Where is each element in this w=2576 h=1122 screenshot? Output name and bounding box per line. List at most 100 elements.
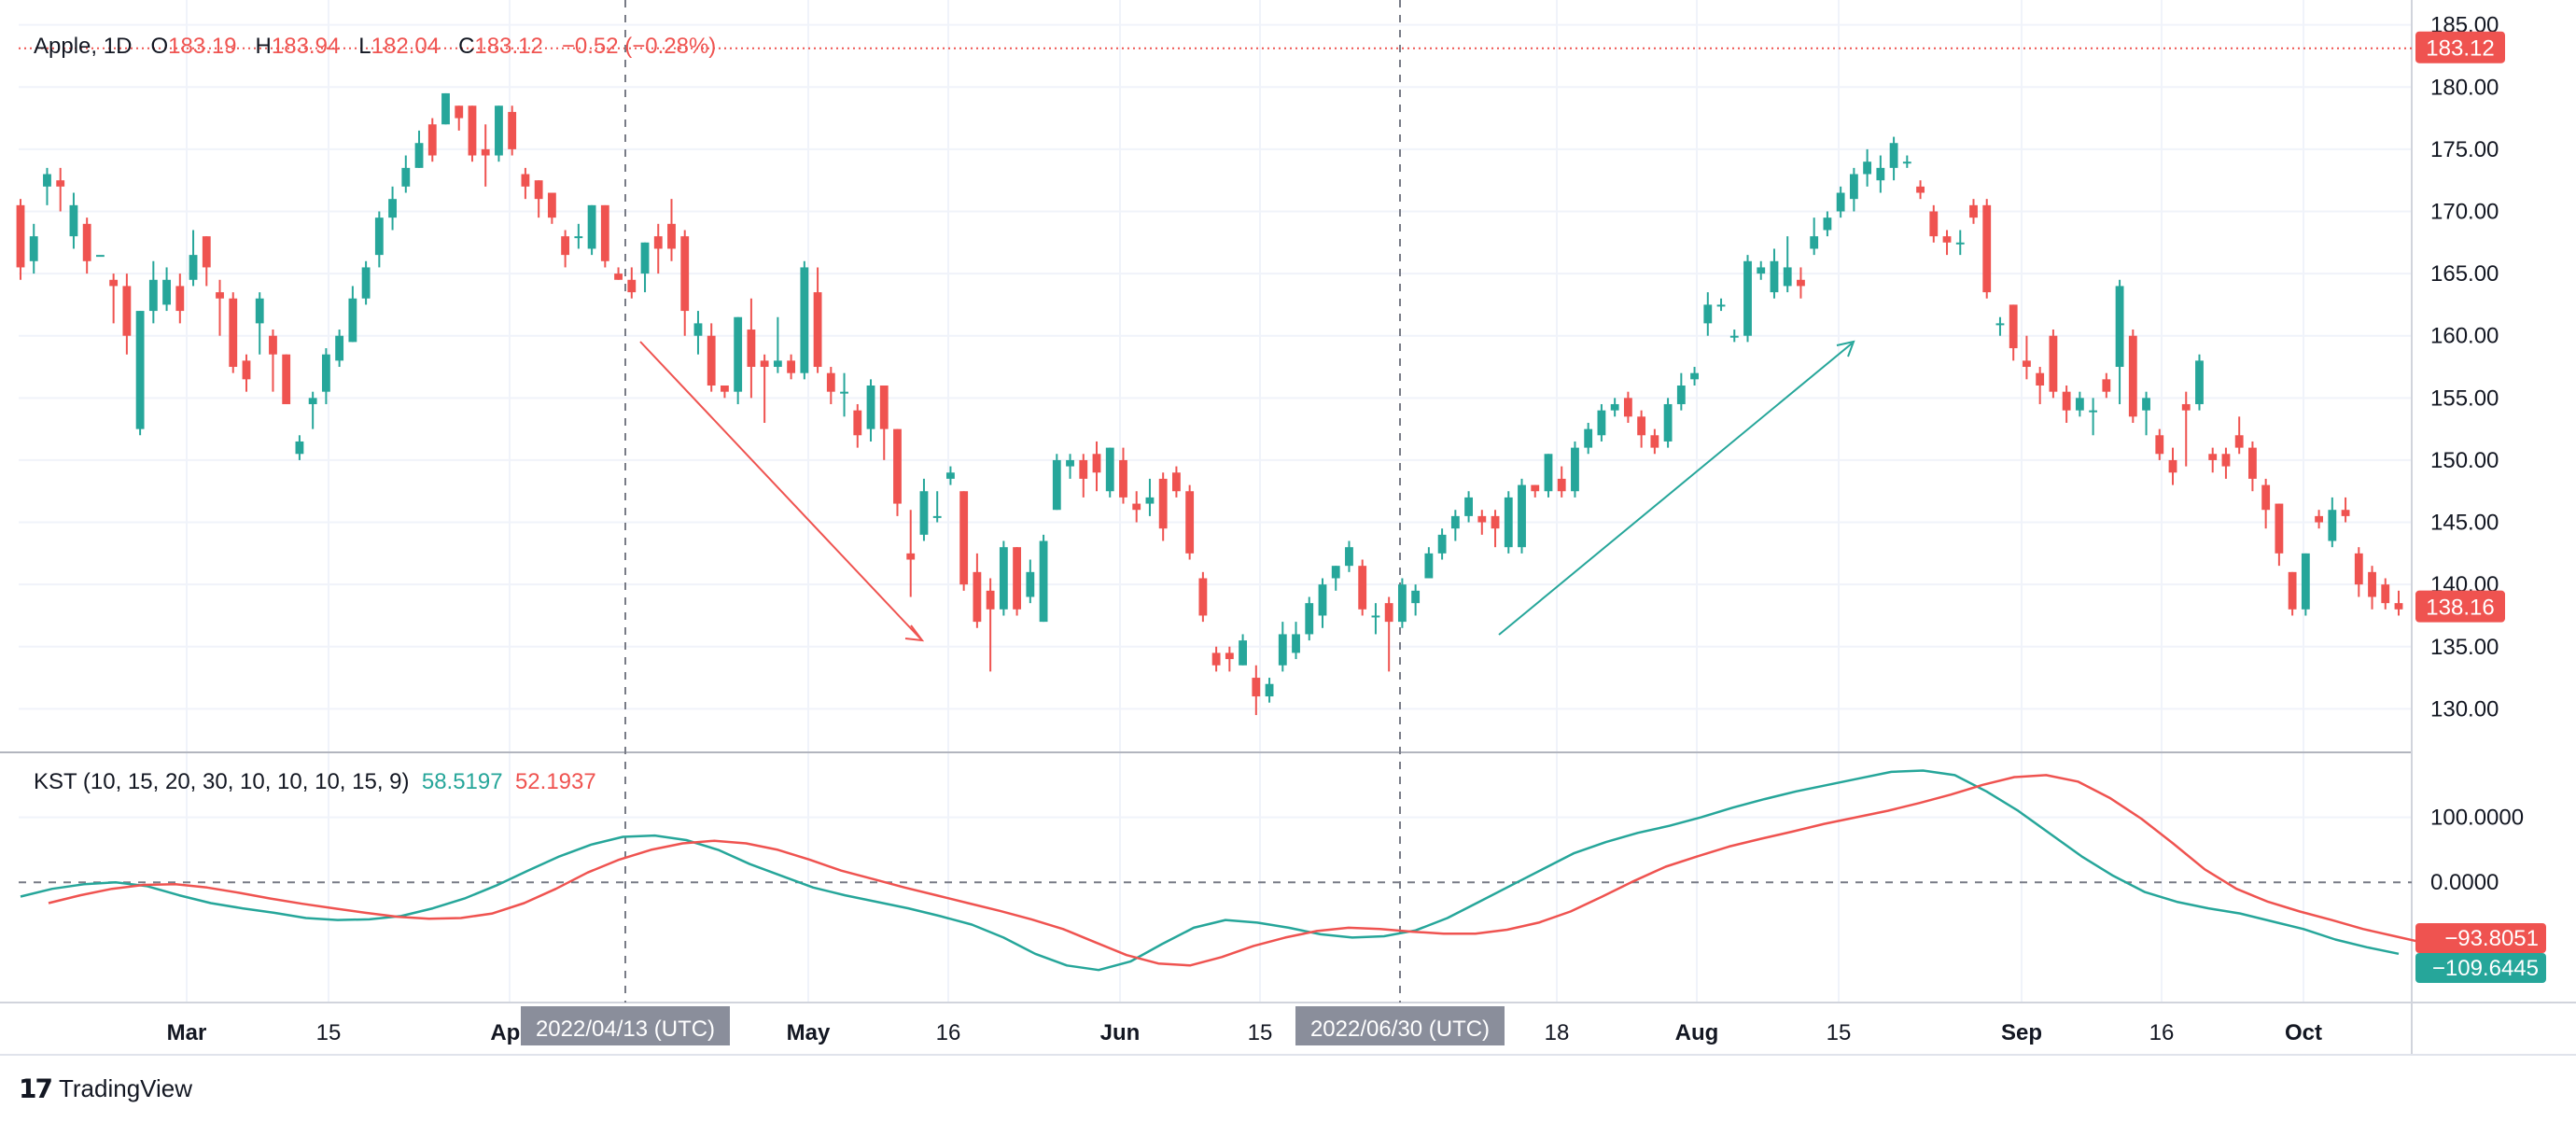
candle — [216, 292, 224, 299]
candle — [441, 92, 450, 125]
candle — [1876, 167, 1885, 181]
candle — [69, 204, 78, 237]
candle — [1211, 652, 1221, 666]
candle — [800, 267, 809, 373]
candle — [29, 236, 38, 261]
candle — [1504, 497, 1513, 548]
price-tick-label: 170.00 — [2430, 199, 2499, 224]
candle — [1252, 678, 1261, 697]
candle — [2036, 372, 2045, 386]
candle — [1185, 491, 1195, 554]
high-value: 183.94 — [271, 34, 341, 59]
candle — [122, 286, 132, 336]
candle — [773, 360, 782, 368]
candle — [1929, 211, 1939, 237]
candle — [295, 441, 304, 455]
price-tick-label: 150.00 — [2430, 448, 2499, 473]
candle — [414, 143, 424, 168]
candle — [1676, 386, 1686, 404]
candle — [2075, 398, 2084, 411]
candle — [614, 273, 623, 280]
candle — [229, 298, 238, 368]
candle — [1663, 403, 1673, 442]
downtrend-arrowhead — [904, 624, 925, 642]
candles-group — [16, 92, 2403, 716]
candle — [361, 267, 371, 299]
candle — [468, 105, 477, 156]
candle — [600, 204, 609, 261]
open-value: 183.19 — [168, 34, 237, 59]
candle — [946, 472, 955, 479]
close-price-tag-bg — [2415, 590, 2505, 623]
time-tick-label: Oct — [2285, 1020, 2322, 1045]
kst-signal-line — [48, 774, 2428, 967]
candle — [2341, 510, 2350, 516]
candle — [1995, 323, 2005, 326]
candle — [1079, 459, 1088, 479]
price-tick-label: 145.00 — [2430, 511, 2499, 536]
crosshair-date-tag-bg — [1295, 1006, 1505, 1045]
candle — [189, 255, 198, 280]
candle — [973, 571, 982, 623]
candle — [1132, 503, 1141, 511]
candle — [840, 391, 848, 394]
candle — [321, 354, 330, 392]
candle — [1198, 578, 1208, 616]
candle — [2354, 553, 2363, 585]
candle — [893, 428, 902, 504]
candle — [1424, 553, 1434, 579]
candle — [175, 286, 185, 312]
candle — [1397, 584, 1407, 623]
candle — [787, 360, 796, 373]
candle — [1955, 242, 1965, 245]
candle — [1823, 217, 1832, 231]
candle — [2062, 391, 2071, 411]
candle — [640, 242, 650, 274]
candle — [1623, 398, 1632, 417]
candle — [667, 223, 676, 249]
candle — [2248, 447, 2257, 479]
candle — [1358, 566, 1367, 610]
candle — [1518, 484, 1526, 548]
time-tick-label: 16 — [936, 1020, 961, 1045]
time-tick-label: Sep — [2001, 1020, 2042, 1045]
candle — [1716, 304, 1726, 307]
candle — [1477, 515, 1487, 523]
candle — [135, 311, 145, 429]
brand-footer: 𝟭𝟳 TradingView — [19, 1073, 192, 1104]
candle — [427, 124, 437, 156]
candle — [242, 360, 251, 380]
kst-series-group — [20, 769, 2428, 972]
candle — [1239, 640, 1247, 666]
interval-label: 1D — [103, 34, 133, 59]
candle — [574, 236, 583, 239]
candle — [2023, 360, 2031, 368]
last-price-tag: 183.12 — [2426, 36, 2494, 62]
candle — [335, 335, 344, 361]
candle — [2195, 360, 2204, 404]
candle — [109, 279, 119, 287]
candle — [2115, 286, 2124, 368]
candle — [693, 323, 703, 336]
kst-tick-label: 100.0000 — [2430, 806, 2524, 831]
candle — [1942, 236, 1952, 243]
candle — [1729, 335, 1739, 338]
candle — [1318, 584, 1327, 616]
time-tick-label: 15 — [1827, 1020, 1852, 1045]
candle — [2261, 484, 2271, 511]
candle — [2128, 335, 2137, 417]
candle — [986, 590, 995, 610]
time-tick-label: Mar — [167, 1020, 207, 1045]
kst-signal-tag-bg — [2415, 923, 2546, 953]
symbol-name: Apple — [34, 34, 91, 59]
candle — [1039, 540, 1048, 623]
price-tick-label: 160.00 — [2430, 324, 2499, 349]
candle — [879, 386, 889, 429]
candle — [1052, 459, 1061, 511]
signal-value: 52.1937 — [514, 769, 596, 794]
candle — [388, 199, 397, 218]
price-tick-label: 175.00 — [2430, 137, 2499, 162]
candle — [348, 298, 357, 343]
kst-legend: KST (10, 15, 20, 30, 10, 10, 10, 15, 9) … — [34, 769, 596, 795]
candle — [2328, 510, 2337, 541]
